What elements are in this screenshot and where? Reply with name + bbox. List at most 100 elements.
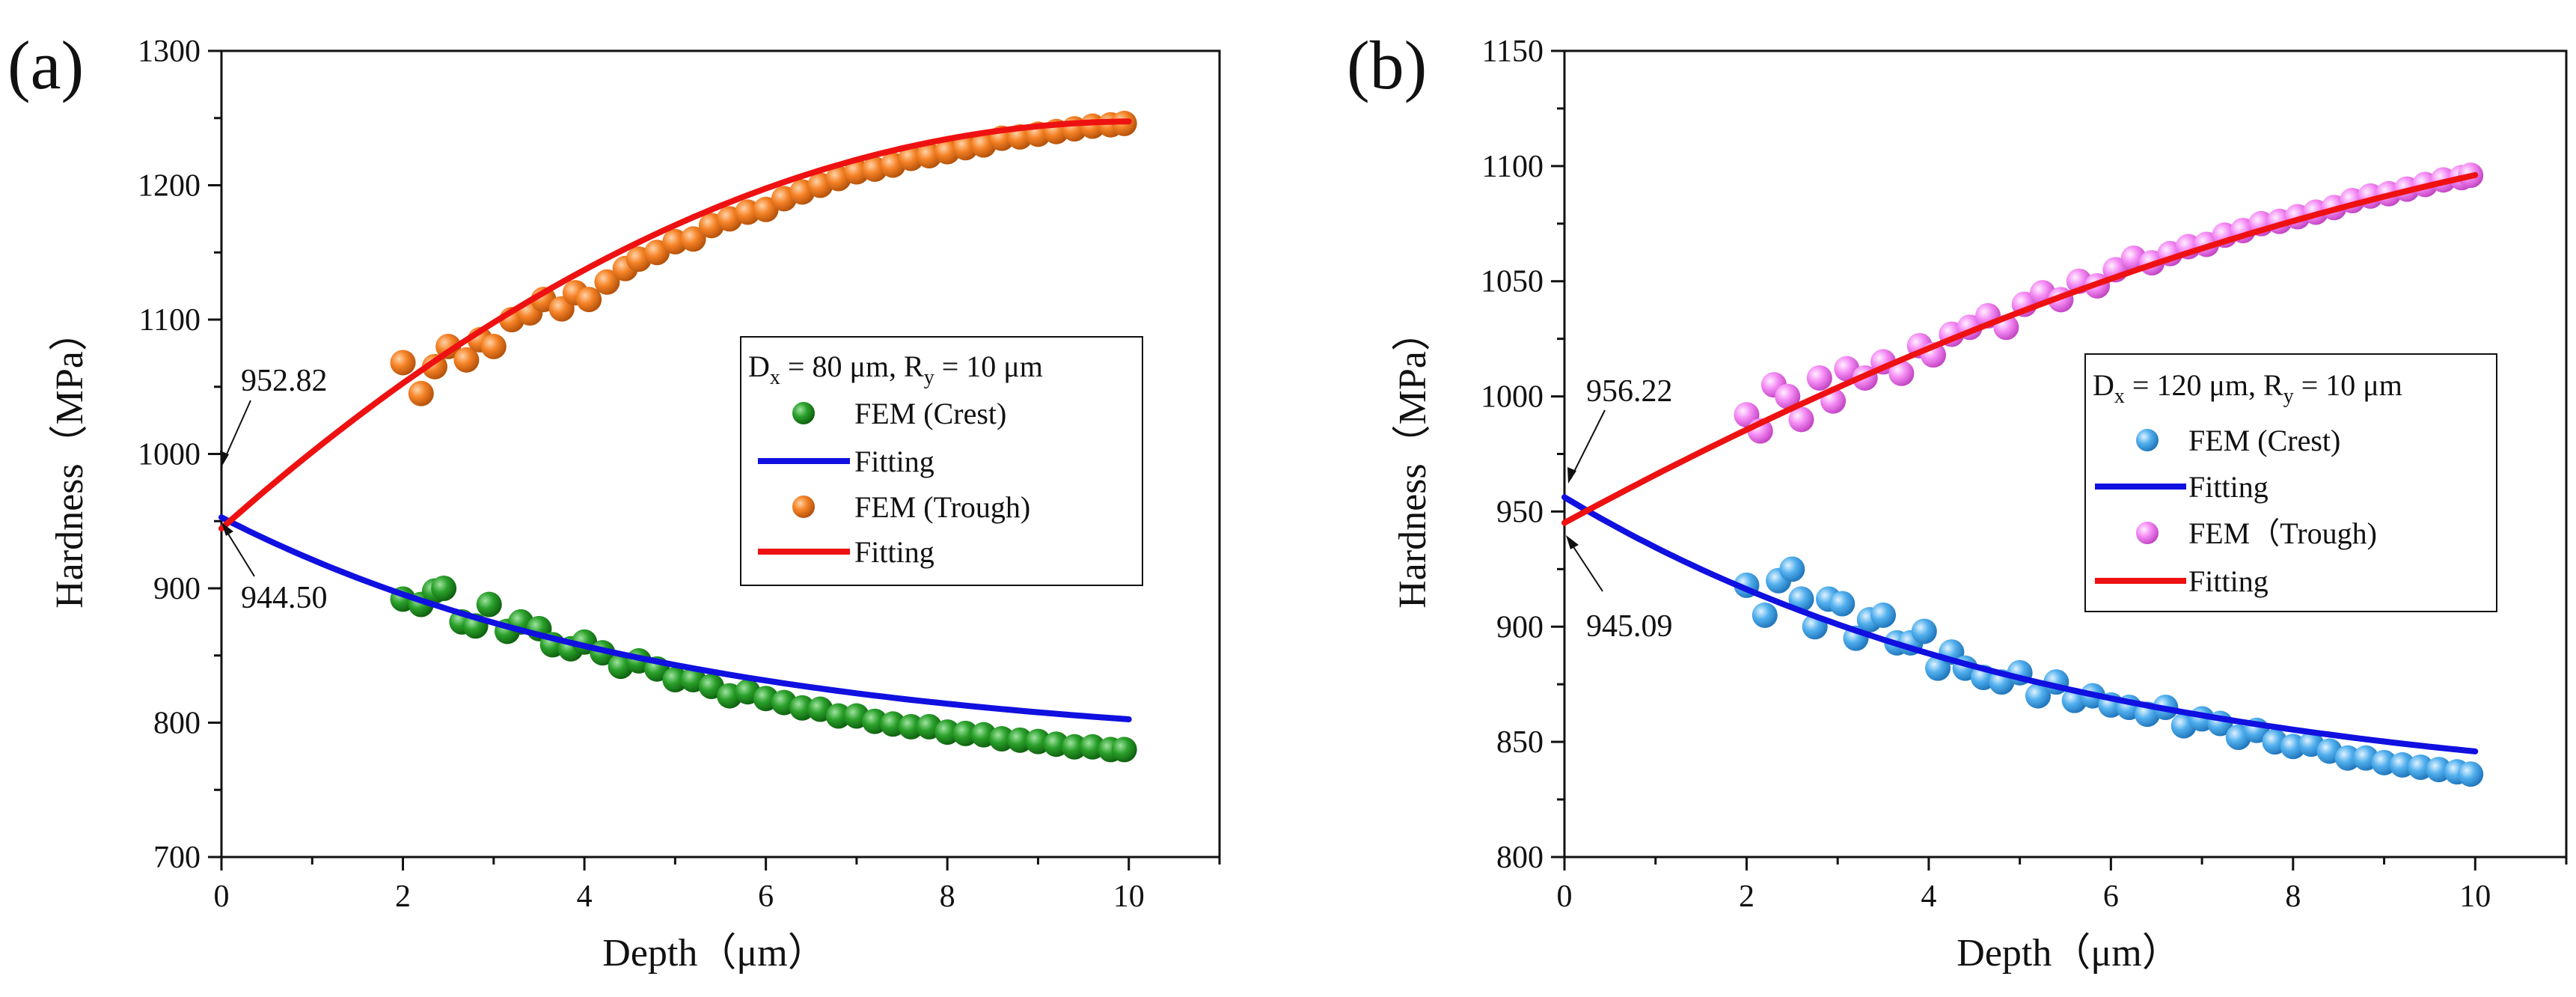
legend-a-title: Dx = 80 μm, Ry = 10 μm bbox=[748, 350, 1043, 389]
y-tick-label-a: 1100 bbox=[139, 303, 201, 338]
fit-line-b-3 bbox=[1561, 171, 2479, 526]
annotation-a-upper: 952.82 bbox=[241, 364, 328, 398]
y-tick-label-a: 800 bbox=[153, 707, 201, 741]
data-point-a-0 bbox=[952, 720, 979, 746]
data-point-a-2 bbox=[576, 287, 602, 313]
panel-b-xlabel: Depth（μm） bbox=[1957, 932, 2180, 975]
x-tick-label-a: 2 bbox=[395, 879, 411, 914]
y-tick-label-b: 950 bbox=[1496, 495, 1544, 529]
legend-a-crest-marker bbox=[792, 402, 815, 424]
data-point-b-2 bbox=[1788, 406, 1814, 433]
x-tick-label-b: 4 bbox=[1921, 879, 1936, 914]
data-point-a-0 bbox=[789, 695, 816, 721]
annotation-a-upper-arrow bbox=[222, 400, 251, 463]
annotation-a-upper-arrowhead bbox=[220, 451, 229, 467]
data-point-a-2 bbox=[390, 350, 416, 376]
data-point-a-0 bbox=[1007, 727, 1033, 753]
x-tick-label-b: 8 bbox=[2285, 879, 2301, 914]
y-tick-label-b: 800 bbox=[1496, 841, 1544, 875]
panel-b-ylabel: Hardness（MPa） bbox=[1392, 312, 1434, 609]
annotation-b-lower-arrowhead bbox=[1566, 535, 1579, 549]
x-tick-label-b: 6 bbox=[2103, 879, 2119, 914]
x-tick-label-b: 10 bbox=[2459, 879, 2491, 914]
panel-a: (a) 0 2 4 6 8 10 700 800 900 1000 1100 1200 1300 Har… bbox=[7, 27, 1221, 975]
annotation-b-upper: 956.22 bbox=[1586, 374, 1673, 409]
data-point-a-2 bbox=[480, 333, 507, 359]
y-tick-label-a: 1000 bbox=[138, 438, 201, 472]
y-tick-label-b: 1100 bbox=[1482, 150, 1544, 184]
y-tick-label-b: 1050 bbox=[1481, 265, 1544, 299]
data-point-b-0 bbox=[2458, 761, 2484, 787]
data-point-a-0 bbox=[476, 591, 502, 618]
y-tick-label-a: 900 bbox=[153, 572, 201, 606]
x-tick-label-a: 0 bbox=[214, 879, 230, 914]
panel-label-a: (a) bbox=[7, 27, 84, 103]
panel-a-plot: 0 2 4 6 8 10 700 800 900 1000 1100 1200 1300 bbox=[138, 34, 1221, 914]
annotation-b-upper-arrow bbox=[1570, 409, 1606, 480]
legend-b-title: Dx = 120 μm, Ry = 10 μm bbox=[2093, 368, 2402, 408]
legend-b-fit-trough-label: Fitting bbox=[2188, 564, 2268, 598]
data-point-b-2 bbox=[1806, 365, 1832, 391]
legend-b-crest-label: FEM (Crest) bbox=[2188, 424, 2340, 457]
fit-line-a-1 bbox=[218, 514, 1132, 722]
data-point-b-0 bbox=[1870, 602, 1897, 628]
panel-label-b: (b) bbox=[1347, 27, 1427, 103]
data-point-a-2 bbox=[594, 269, 620, 295]
data-point-b-2 bbox=[1775, 383, 1801, 409]
legend-a-crest-label: FEM (Crest) bbox=[854, 397, 1006, 430]
panel-b-legend: Dx = 120 μm, Ry = 10 μm FEM (Crest) Fitt… bbox=[2084, 353, 2497, 612]
fit-line-a-3 bbox=[218, 118, 1132, 532]
legend-b-trough-marker bbox=[2136, 522, 2159, 544]
data-point-a-0 bbox=[825, 703, 851, 729]
data-point-a-0 bbox=[1061, 734, 1087, 760]
panel-a-ylabel: Hardness（MPa） bbox=[49, 312, 91, 609]
legend-a-fit-crest-label: Fitting bbox=[854, 445, 934, 478]
fit-line-b-1 bbox=[1561, 494, 2479, 754]
x-tick-label-a: 10 bbox=[1113, 879, 1145, 914]
data-point-b-0 bbox=[2025, 683, 2051, 709]
data-point-a-2 bbox=[408, 380, 434, 406]
y-tick-label-a: 1300 bbox=[138, 34, 201, 69]
x-tick-label-b: 0 bbox=[1557, 879, 1573, 914]
y-tick-label-b: 850 bbox=[1496, 725, 1544, 760]
data-point-a-2 bbox=[680, 226, 706, 252]
data-point-b-0 bbox=[1911, 618, 1937, 644]
y-tick-label-b: 900 bbox=[1496, 610, 1544, 644]
legend-a-trough-label: FEM (Trough) bbox=[854, 490, 1030, 524]
y-tick-label-b: 1150 bbox=[1482, 34, 1544, 69]
data-point-a-2 bbox=[453, 347, 480, 373]
panel-a-xlabel: Depth（μm） bbox=[602, 932, 826, 975]
data-point-a-0 bbox=[898, 713, 924, 740]
panel-b: (b) 0 2 4 6 8 108008509009501000105011001150 … bbox=[1347, 27, 2568, 975]
x-tick-label-b: 2 bbox=[1739, 879, 1754, 914]
panel-a-legend: Dx = 80 μm, Ry = 10 μm FEM (Crest) Fitti… bbox=[740, 336, 1143, 586]
legend-b-crest-marker bbox=[2136, 429, 2159, 451]
annotation-a-lower: 944.50 bbox=[241, 581, 328, 615]
y-tick-label-a: 700 bbox=[153, 841, 201, 875]
y-tick-label-b: 1000 bbox=[1481, 380, 1544, 415]
data-point-b-0 bbox=[2334, 745, 2361, 771]
legend-b-frame bbox=[2084, 353, 2497, 612]
legend-b-trough-label: FEM（Trough) bbox=[2188, 516, 2377, 550]
annotation-b-upper-arrowhead bbox=[1567, 467, 1576, 484]
data-point-b-0 bbox=[1752, 602, 1778, 628]
y-tick-label-a: 1200 bbox=[138, 169, 201, 204]
data-point-b-0 bbox=[1829, 591, 1855, 617]
data-point-b-2 bbox=[1888, 360, 1915, 386]
legend-b-fit-crest-label: Fitting bbox=[2188, 470, 2268, 504]
data-point-b-0 bbox=[1779, 556, 1805, 582]
data-point-a-0 bbox=[988, 726, 1015, 752]
data-point-a-0 bbox=[1111, 737, 1137, 763]
annotation-b-lower: 945.09 bbox=[1586, 609, 1673, 644]
x-tick-label-a: 8 bbox=[940, 879, 955, 914]
panel-b-plot: 0 2 4 6 8 10 800 850 900 950 1000 1050 1100 1150 bbox=[1481, 34, 2568, 914]
data-point-a-0 bbox=[662, 667, 688, 693]
annotation-b-lower-arrow bbox=[1567, 538, 1603, 592]
x-tick-label-a: 4 bbox=[577, 879, 593, 914]
legend-a-fit-trough-label: Fitting bbox=[854, 535, 934, 569]
annotation-a-lower-arrowhead bbox=[221, 522, 233, 536]
x-tick-label-a: 6 bbox=[758, 879, 774, 914]
data-point-a-0 bbox=[934, 719, 961, 746]
data-point-a-0 bbox=[431, 576, 457, 601]
